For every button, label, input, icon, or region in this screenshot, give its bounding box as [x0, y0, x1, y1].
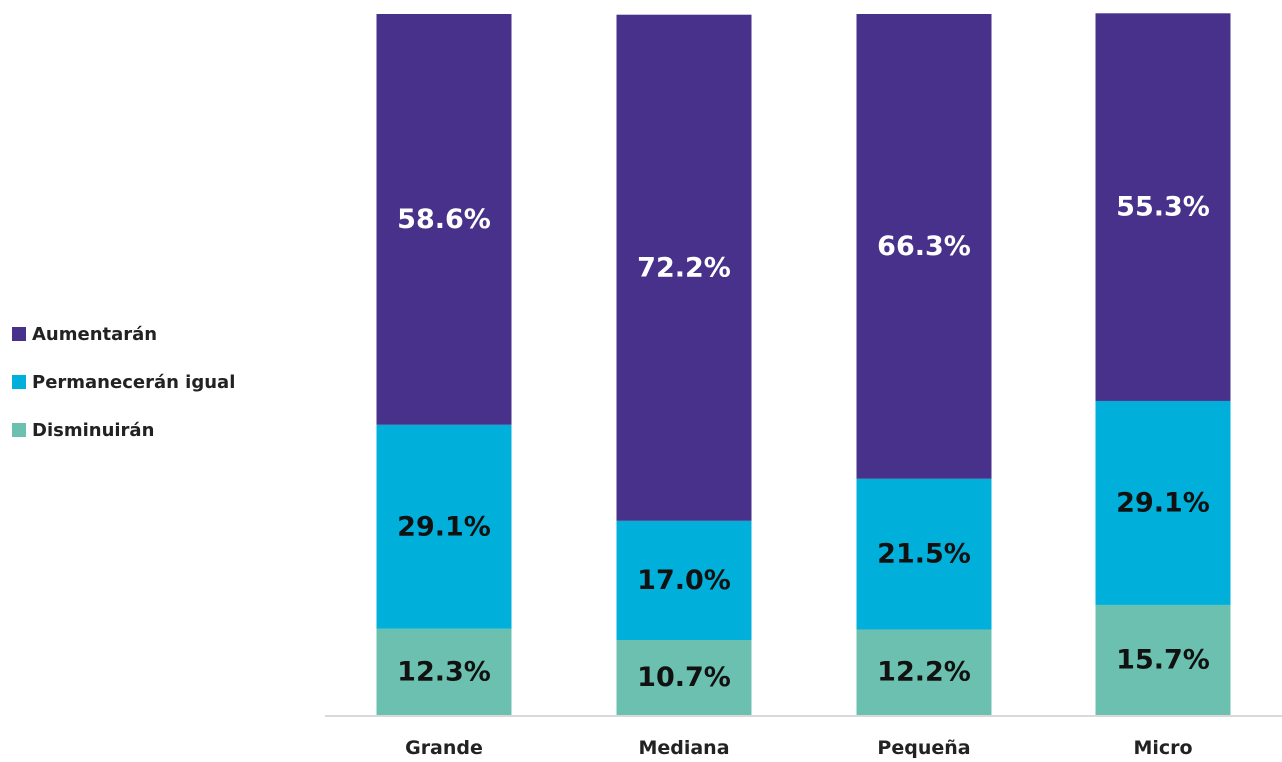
x-tick-labels: Grande Mediana Pequeña Micro: [405, 737, 1192, 759]
bar-micro-aumentaran: [1095, 13, 1231, 401]
bar-grande-permaneceran-igual: [376, 424, 512, 629]
x-tick-grande: Grande: [405, 737, 483, 759]
legend: Aumentarán Permanecerán igual Disminuirá…: [12, 322, 235, 466]
bars-group: 12.3% 29.1% 58.6% 10.7% 17.0% 72.2% 12.2% 21.5%…: [376, 13, 1231, 715]
x-tick-mediana: Mediana: [638, 737, 729, 759]
data-label-grande-disminuiran: 12.3%: [397, 656, 491, 687]
data-label-micro-disminuiran: 15.7%: [1116, 644, 1210, 675]
legend-label-permaneceran-igual: Permanecerán igual: [32, 371, 236, 393]
bar-pequena-disminuiran: [856, 629, 992, 715]
data-label-pequena-disminuiran: 12.2%: [877, 657, 971, 688]
bar-mediana-permaneceran-igual: [616, 520, 752, 640]
x-tick-micro: Micro: [1133, 737, 1192, 759]
data-label-grande-aumentaran: 58.6%: [397, 204, 491, 235]
data-label-mediana-aumentaran: 72.2%: [637, 252, 731, 283]
data-label-grande-permaneceran-igual: 29.1%: [397, 511, 491, 542]
legend-swatch-aumentaran: [12, 327, 26, 341]
data-label-pequena-permaneceran-igual: 21.5%: [877, 539, 971, 570]
data-label-mediana-disminuiran: 10.7%: [637, 662, 731, 693]
legend-swatch-permaneceran-igual: [12, 375, 26, 389]
bar-pequena-permaneceran-igual: [856, 478, 992, 630]
legend-swatch-disminuiran: [12, 423, 26, 437]
bar-pequena-aumentaran: [856, 14, 992, 479]
bar-micro-disminuiran: [1095, 604, 1231, 715]
bar-grande-disminuiran: [376, 628, 512, 715]
bar-grande-aumentaran: [376, 14, 512, 425]
bar-micro-permaneceran-igual: [1095, 400, 1231, 605]
bar-mediana-aumentaran: [616, 14, 752, 521]
legend-item-disminuiran: Disminuirán: [12, 418, 235, 442]
legend-item-aumentaran: Aumentarán: [12, 322, 235, 346]
legend-item-permaneceran-igual: Permanecerán igual: [12, 370, 235, 394]
data-label-mediana-permaneceran-igual: 17.0%: [637, 565, 731, 596]
x-tick-pequena: Pequeña: [877, 737, 970, 759]
legend-label-disminuiran: Disminuirán: [32, 419, 155, 441]
data-label-micro-permaneceran-igual: 29.1%: [1116, 487, 1210, 518]
data-label-micro-aumentaran: 55.3%: [1116, 192, 1210, 223]
bar-mediana-disminuiran: [616, 639, 752, 715]
data-label-pequena-aumentaran: 66.3%: [877, 231, 971, 262]
legend-label-aumentaran: Aumentarán: [32, 323, 158, 345]
